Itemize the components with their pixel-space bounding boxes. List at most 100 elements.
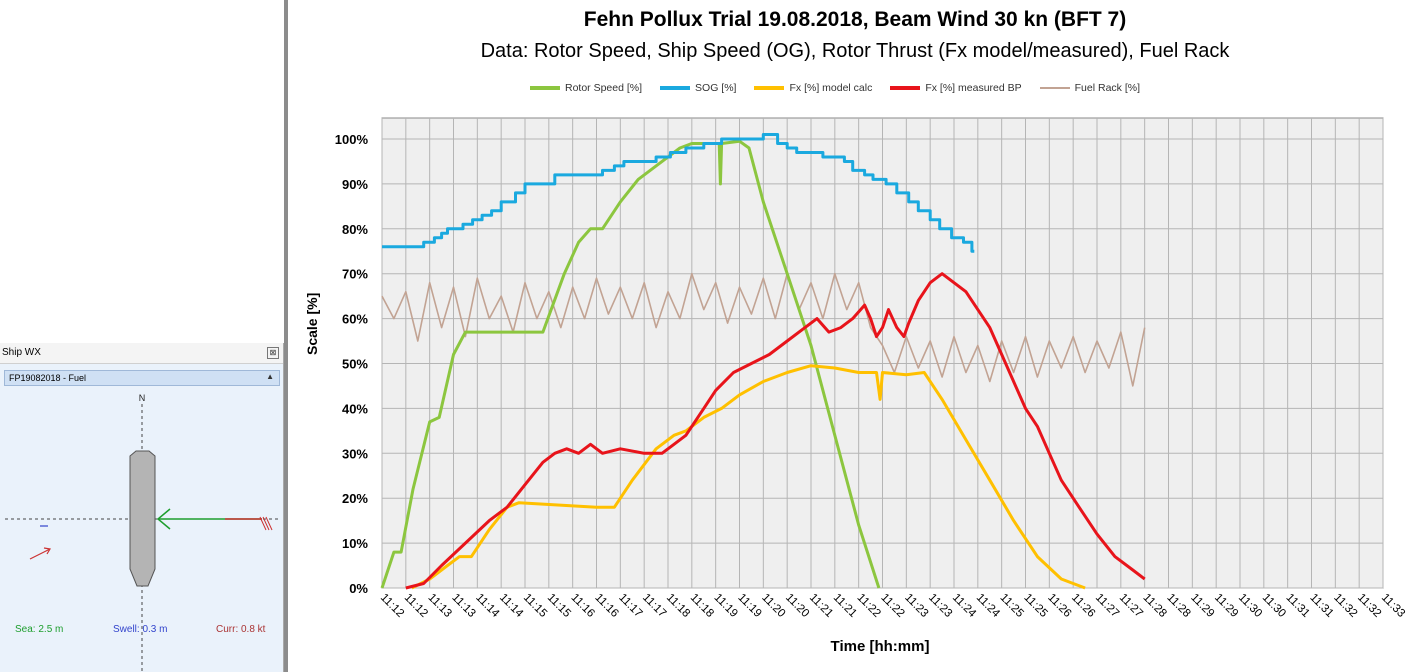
x-tick-label: 11:21 — [807, 592, 835, 620]
x-tick-label: 11:23 — [902, 592, 930, 620]
x-tick-label: 11:22 — [878, 592, 906, 620]
x-tick-label: 11:28 — [1141, 592, 1169, 620]
panel-divider[interactable] — [284, 0, 288, 672]
x-tick-label: 11:32 — [1355, 592, 1383, 620]
chart-area: Fehn Pollux Trial 19.08.2018, Beam Wind … — [290, 0, 1420, 672]
y-tick-label: 40% — [342, 401, 368, 416]
x-tick-label: 11:26 — [1069, 592, 1097, 620]
legend-label: Fx [%] model calc — [789, 82, 873, 94]
panel-title: Ship WX — [2, 347, 41, 358]
x-tick-label: 11:16 — [592, 592, 620, 620]
x-tick-label: 11:24 — [950, 592, 979, 621]
x-tick-label: 11:13 — [426, 592, 454, 620]
y-tick-label: 70% — [342, 267, 368, 282]
series-line-3 — [411, 364, 1086, 590]
sea-label: Sea: 2.5 m — [15, 624, 63, 635]
x-tick-label: 11:13 — [449, 592, 477, 620]
y-tick-label: 10% — [342, 536, 368, 551]
x-tick-label: 11:14 — [497, 592, 526, 621]
x-tick-label: 11:32 — [1331, 592, 1359, 620]
swell-label: Swell: 0.3 m — [113, 624, 167, 635]
x-axis-label: Time [hh:mm] — [830, 638, 930, 655]
x-tick-label: 11:25 — [998, 592, 1026, 620]
x-tick-label: 11:22 — [855, 592, 883, 620]
legend-item-1: Rotor Speed [%] — [530, 82, 642, 94]
x-tick-label: 11:20 — [759, 592, 787, 620]
x-tick-label: 11:18 — [688, 592, 716, 620]
series-line-4 — [405, 272, 1146, 590]
x-tick-label: 11:12 — [402, 592, 430, 620]
x-tick-label: 11:29 — [1212, 592, 1240, 620]
x-tick-label: 11:18 — [664, 592, 692, 620]
legend-label: Fuel Rack [%] — [1074, 82, 1140, 94]
chart-title: Fehn Pollux Trial 19.08.2018, Beam Wind … — [583, 8, 1127, 31]
x-tick-label: 11:16 — [569, 592, 597, 620]
y-tick-label: 0% — [349, 581, 368, 596]
legend-swatch — [890, 86, 921, 90]
x-tick-label: 11:14 — [473, 592, 502, 621]
legend-label: SOG [%] — [695, 82, 737, 94]
legend-item-3: Fx [%] model calc — [754, 82, 872, 94]
legend-swatch — [754, 86, 785, 90]
y-tick-label: 50% — [342, 357, 368, 372]
x-tick-label: 11:26 — [1045, 592, 1073, 620]
ship-hull-icon — [129, 450, 156, 587]
x-tick-label: 11:19 — [712, 592, 740, 620]
legend-item-5: Fuel Rack [%] — [1039, 82, 1140, 94]
x-tick-label: 11:24 — [974, 592, 1003, 621]
y-axis-label: Scale [%] — [304, 292, 320, 355]
y-tick-label: 30% — [342, 446, 368, 461]
x-tick-label: 11:23 — [926, 592, 954, 620]
x-tick-label: 11:21 — [831, 592, 859, 620]
chart-subtitle: Data: Rotor Speed, Ship Speed (OG), Roto… — [480, 40, 1230, 62]
x-tick-label: 11:15 — [521, 592, 549, 620]
series-line-1 — [380, 139, 881, 589]
x-tick-label: 11:17 — [640, 592, 668, 620]
chart-plot: 0%10%20%30%40%50%60%70%80%90%100%11:1211… — [335, 117, 1407, 621]
north-label: N — [139, 393, 146, 403]
y-tick-label: 90% — [342, 177, 368, 192]
wind-barb-3 — [265, 516, 273, 531]
x-tick-label: 11:17 — [616, 592, 644, 620]
current-arrow-icon — [29, 548, 51, 560]
x-tick-label: 11:30 — [1236, 592, 1264, 620]
legend-swatch — [1039, 87, 1070, 89]
legend-swatch — [530, 86, 560, 90]
x-tick-label: 11:28 — [1164, 592, 1192, 620]
legend-label: Fx [%] measured BP — [925, 82, 1022, 94]
ship-wx-diagram: N Sea: 2.5 m Swell: 0.3 m Curr: 0.8 kt — [5, 393, 280, 672]
ship-wx-panel: Ship WX ⊠ FP19082018 - Fuel ▲ N Sea: 2.5… — [0, 343, 284, 672]
legend-item-4: Fx [%] measured BP — [890, 82, 1022, 94]
x-tick-label: 11:33 — [1379, 592, 1407, 620]
x-tick-label: 11:31 — [1284, 592, 1312, 620]
y-tick-label: 100% — [335, 132, 369, 147]
panel-body: FP19082018 - Fuel ▲ N Sea: 2.5 m Swell: … — [0, 364, 283, 672]
y-tick-label: 60% — [342, 312, 368, 327]
chart-legend: Rotor Speed [%] SOG [%] Fx [%] model calc F… — [530, 80, 1140, 96]
x-tick-label: 11:30 — [1260, 592, 1288, 620]
wind-barb-2 — [262, 516, 270, 531]
x-tick-label: 11:19 — [735, 592, 763, 620]
x-tick-label: 11:12 — [378, 592, 406, 620]
y-tick-label: 80% — [342, 222, 368, 237]
x-tick-label: 11:27 — [1093, 592, 1121, 620]
legend-swatch — [660, 86, 691, 90]
wind-arrowhead-icon — [156, 508, 171, 530]
dataset-dropdown-value: FP19082018 - Fuel — [9, 373, 87, 383]
x-tick-label: 11:27 — [1117, 592, 1145, 620]
panel-title-bar: Ship WX ⊠ — [0, 343, 283, 364]
series-line-2 — [382, 133, 975, 253]
current-label: Curr: 0.8 kt — [216, 624, 266, 635]
panel-close-icon[interactable]: ⊠ — [267, 347, 279, 359]
x-tick-label: 11:15 — [545, 592, 573, 620]
x-tick-label: 11:20 — [783, 592, 811, 620]
x-tick-label: 11:29 — [1188, 592, 1216, 620]
chevron-up-icon: ▲ — [266, 372, 274, 381]
x-tick-label: 11:31 — [1307, 592, 1335, 620]
y-tick-label: 20% — [342, 491, 368, 506]
current-arrowhead-icon — [43, 547, 51, 555]
legend-item-2: SOG [%] — [660, 82, 736, 94]
series-line-5 — [381, 272, 1146, 387]
wind-barb-1 — [259, 516, 267, 531]
dataset-dropdown[interactable]: FP19082018 - Fuel ▲ — [4, 370, 280, 386]
